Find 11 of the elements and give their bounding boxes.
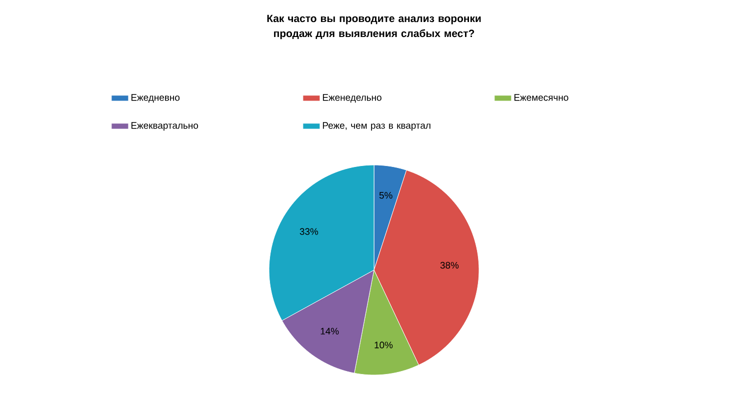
legend-label: Ежедневно (131, 94, 180, 103)
data-label: 5% (379, 192, 392, 199)
legend-label: Реже, чем раз в квартал (322, 122, 430, 131)
legend-label: Еженедельно (322, 94, 382, 103)
data-label: 38% (440, 262, 459, 269)
chart-title: Как часто вы проводите анализ воронки продаж для выявления слабых мест? (267, 14, 481, 40)
data-label: 10% (374, 342, 393, 348)
data-label: 14% (320, 328, 339, 334)
legend-label: Ежемесячно (514, 94, 568, 101)
data-label: 33% (300, 228, 318, 235)
legend-label: Ежеквартально (131, 122, 198, 131)
